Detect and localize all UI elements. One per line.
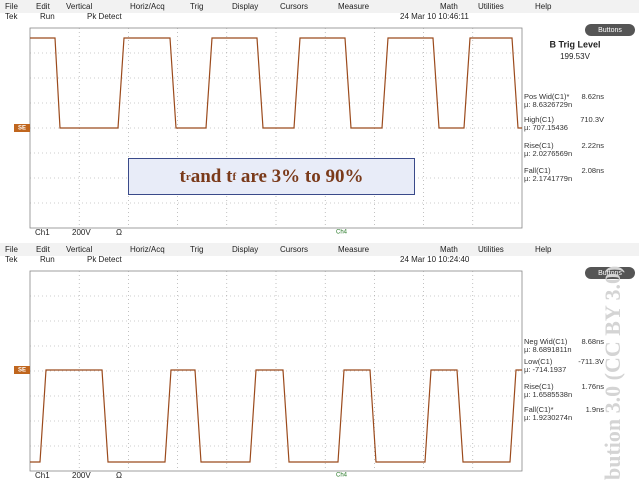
aux-channel: Ch4 [336, 230, 348, 236]
acquisition-mode: Pk Detect [87, 255, 122, 264]
menu-item[interactable]: Math [440, 2, 458, 11]
menu-item[interactable]: Display [232, 2, 258, 11]
measurement-value: 8.62ns [581, 92, 604, 101]
channel: Ch1 [35, 471, 50, 480]
measurement-mean: µ: 1.6585538n [524, 390, 572, 399]
menu-item[interactable]: Cursors [280, 2, 308, 11]
brand: Tek [5, 12, 18, 21]
coupling: Ω [116, 471, 122, 480]
annotation-text: are 3% to 90% [236, 166, 363, 188]
menu-item[interactable]: Trig [190, 2, 203, 11]
datetime: 24 Mar 10 10:24:40 [400, 255, 470, 264]
run-state: Run [40, 255, 55, 264]
menu-item[interactable]: Measure [338, 2, 370, 11]
trigger-title: B Trig Level [549, 39, 600, 49]
screenshot: File Edit Vertical Horiz/Acq Trig Display Curs… [0, 0, 639, 483]
menu-item[interactable]: File [5, 2, 18, 11]
ground-marker: SE [18, 126, 26, 132]
measurement-mean: µ: 707.15436 [524, 123, 568, 132]
button-label[interactable]: Buttons [598, 27, 622, 34]
scale: 200V [72, 228, 91, 237]
menu-item[interactable]: Measure [338, 245, 370, 254]
measurement-mean: µ: 8.6891811n [524, 345, 572, 354]
menu-item[interactable]: Vertical [66, 245, 92, 254]
menu-item[interactable]: Edit [36, 245, 51, 254]
run-state: Run [40, 12, 55, 21]
menu-item[interactable]: Utilities [478, 2, 504, 11]
menu-item[interactable]: Edit [36, 2, 51, 11]
menu-item[interactable]: Horiz/Acq [130, 245, 165, 254]
measurement-mean: µ: -714.1937 [524, 365, 566, 374]
trigger-value: 199.53V [560, 52, 590, 61]
measurement-mean: µ: 8.6326729n [524, 100, 572, 109]
menu-item[interactable]: Display [232, 245, 258, 254]
measurement-value: 2.08ns [581, 166, 604, 175]
measurement-value: 710.3V [580, 115, 604, 124]
menu-item[interactable]: Trig [190, 245, 203, 254]
channel: Ch1 [35, 228, 50, 237]
menu-item[interactable]: File [5, 245, 18, 254]
ground-marker: SE [18, 368, 26, 374]
brand: Tek [5, 255, 18, 264]
menu-item[interactable]: Math [440, 245, 458, 254]
datetime: 24 Mar 10 10:46:11 [400, 12, 469, 21]
menu-item[interactable]: Cursors [280, 245, 308, 254]
menu-item[interactable]: Utilities [478, 245, 504, 254]
measurement-mean: µ: 2.0276569n [524, 149, 572, 158]
coupling: Ω [116, 228, 122, 237]
aux-channel: Ch4 [336, 473, 348, 479]
scale: 200V [72, 471, 91, 480]
measurement-value: 2.22ns [581, 141, 604, 150]
menu-item[interactable]: Horiz/Acq [130, 2, 165, 11]
menu-item[interactable]: Help [535, 245, 552, 254]
menu-item[interactable]: Help [535, 2, 552, 11]
oscilloscope-screens: File Edit Vertical Horiz/Acq Trig Display Curs… [0, 0, 639, 483]
acquisition-mode: Pk Detect [87, 12, 122, 21]
measurement-mean: µ: 1.9230274n [524, 413, 572, 422]
watermark: bution 3.0 (CC BY 3.0) [600, 266, 626, 480]
menu-item[interactable]: Vertical [66, 2, 92, 11]
annotation-text: and t [191, 166, 233, 188]
measurement-mean: µ: 2.1741779n [524, 174, 572, 183]
